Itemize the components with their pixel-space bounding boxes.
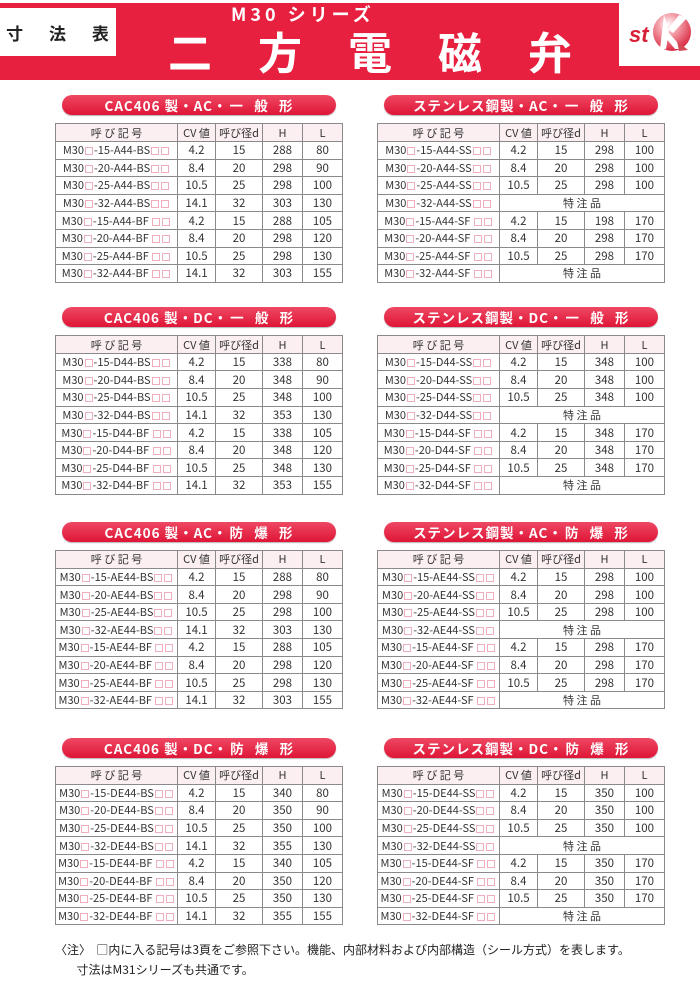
svg-text:st: st (629, 22, 650, 47)
